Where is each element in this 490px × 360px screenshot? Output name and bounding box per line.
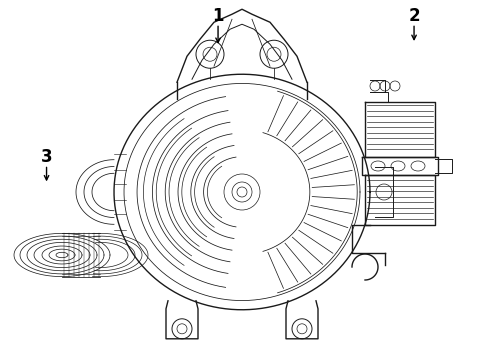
Text: 2: 2 bbox=[408, 7, 420, 25]
Text: 3: 3 bbox=[41, 148, 52, 166]
Text: 1: 1 bbox=[212, 7, 224, 25]
